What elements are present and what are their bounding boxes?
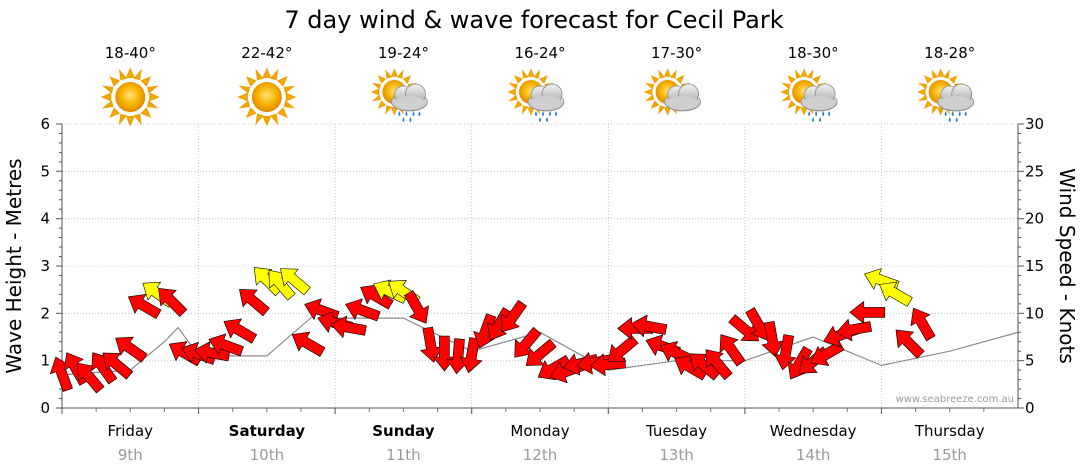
wind-arrow (514, 327, 542, 358)
wind-arrow (836, 318, 873, 342)
right-axis-label: Wind Speed - Knots (1055, 168, 1079, 364)
wind-arrow (223, 318, 258, 344)
left-tick-label: 4 (40, 210, 50, 228)
wind-arrow (631, 314, 668, 338)
day-temperature: 18-40° (105, 44, 156, 62)
showers-icon (508, 69, 565, 122)
right-axis-ticks: 0 5 10 15 20 25 30 (1018, 115, 1044, 417)
sunny-icon (238, 69, 295, 125)
right-tick-label: 0 (1025, 399, 1035, 417)
right-tick-label: 30 (1025, 115, 1044, 133)
day-name-label: Saturday (229, 422, 306, 440)
left-tick-label: 2 (40, 304, 50, 322)
sunny-icon (102, 69, 159, 125)
wind-arrow (360, 284, 394, 310)
left-tick-label: 0 (40, 399, 50, 417)
wind-arrow (501, 300, 527, 333)
day-date-label: 15th (932, 446, 966, 464)
wind-arrow (345, 298, 381, 322)
day-name-label: Tuesday (645, 422, 707, 440)
day-date-label: 13th (659, 446, 693, 464)
day-name-label: Sunday (372, 422, 435, 440)
wind-arrow (268, 269, 296, 301)
wind-arrow (728, 314, 759, 342)
cloudy-icon (645, 69, 702, 115)
day-name-label: Wednesday (770, 422, 857, 440)
showers-icon (372, 69, 428, 122)
day-date-label: 9th (118, 446, 143, 464)
left-tick-label: 5 (40, 162, 50, 180)
right-tick-label: 20 (1025, 210, 1044, 228)
wind-arrow (77, 362, 105, 394)
day-temperature: 18-30° (788, 44, 839, 62)
wind-arrow (910, 307, 936, 342)
chart-title: 7 day wind & wave forecast for Cecil Par… (284, 6, 783, 34)
left-tick-label: 3 (40, 257, 50, 275)
left-tick-label: 1 (40, 352, 50, 370)
right-tick-label: 25 (1025, 162, 1044, 180)
day-date-label: 14th (796, 446, 830, 464)
wind-arrow (403, 290, 429, 324)
day-temperature: 19-24° (378, 44, 429, 62)
day-temperature: 17-30° (651, 44, 702, 62)
wind-arrow (879, 281, 913, 307)
wind-arrow (128, 293, 162, 319)
weather-row: 18-40° 22-42° 19-24° 16-24° 17-30° 18-30° 18-2… (102, 44, 975, 125)
right-tick-label: 15 (1025, 257, 1044, 275)
wind-arrow (330, 315, 367, 338)
right-tick-label: 10 (1025, 304, 1044, 322)
day-date-label: 10th (250, 446, 284, 464)
wind-arrow (761, 320, 785, 357)
wind-arrow (459, 337, 483, 374)
partly-cloudy-shower-icon (781, 69, 838, 122)
wind-arrow (115, 336, 148, 363)
day-temperature: 22-42° (241, 44, 292, 62)
wind-arrow (773, 334, 797, 371)
day-labels: Friday 9th Saturday 10th Sunday 11th Monday 12t… (61, 408, 985, 464)
wind-arrow (239, 289, 270, 317)
wind-arrow (895, 329, 925, 359)
left-tick-label: 6 (40, 115, 50, 133)
wind-arrow (705, 349, 733, 381)
day-date-label: 12th (523, 446, 557, 464)
day-name-label: Monday (510, 422, 569, 440)
wind-arrow (280, 268, 311, 296)
right-tick-label: 5 (1025, 352, 1035, 370)
watermark: www.seabreeze.com.au (896, 394, 1014, 405)
grid (62, 123, 1018, 408)
day-date-label: 11th (386, 446, 420, 464)
wind-arrow (719, 334, 746, 367)
wind-arrow (208, 333, 244, 357)
wind-arrow (849, 301, 886, 324)
day-name-label: Thursday (914, 422, 985, 440)
wind-arrow (91, 352, 118, 385)
wind-arrow (823, 324, 859, 348)
wind-arrow (525, 338, 557, 366)
wind-arrow-layer (49, 267, 936, 394)
day-temperature: 16-24° (514, 44, 565, 62)
left-axis-label: Wave Height - Metres (2, 158, 26, 373)
wind-arrow (158, 287, 188, 317)
day-name-label: Friday (108, 422, 154, 440)
showers-icon (918, 69, 975, 122)
wind-arrow (291, 331, 326, 357)
wind-arrow (420, 326, 443, 363)
day-temperature: 18-28° (924, 44, 975, 62)
wind-arrow (102, 352, 134, 380)
